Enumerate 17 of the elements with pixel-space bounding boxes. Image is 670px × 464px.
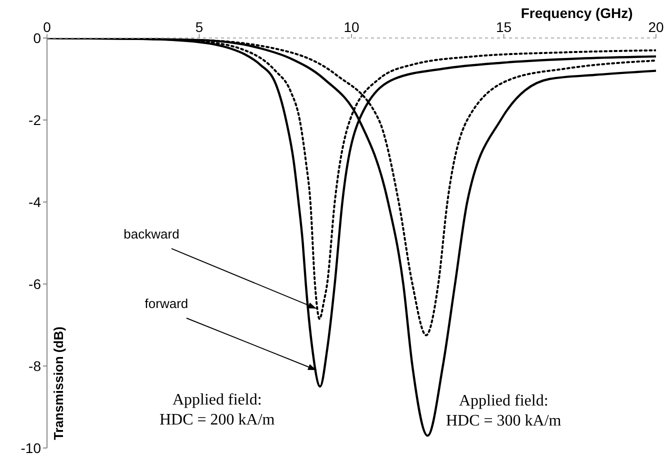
x-tick-label: 20 (648, 19, 664, 35)
x-tick-label: 0 (43, 19, 52, 35)
y-tick-label: -8 (28, 358, 42, 374)
annotation: forward (144, 296, 188, 312)
annotation: Applied field: HDC = 200 kA/m (160, 392, 276, 428)
y-tick-label: -4 (28, 194, 42, 210)
x-tick-label: 15 (496, 19, 512, 35)
y-tick-label: -2 (28, 112, 42, 128)
annotation: backward (124, 226, 180, 242)
annotation: Applied field: HDC = 300 kA/m (446, 392, 562, 430)
y-axis-title: Transmission (dB) (51, 326, 66, 440)
x-axis-title: Frequency (GHz) (520, 5, 633, 21)
y-tick-label: 0 (33, 30, 42, 46)
y-tick-label: -6 (28, 276, 42, 292)
y-tick-label: -10 (20, 440, 42, 456)
x-tick-label: 10 (344, 19, 360, 35)
x-tick-label: 5 (195, 19, 204, 35)
